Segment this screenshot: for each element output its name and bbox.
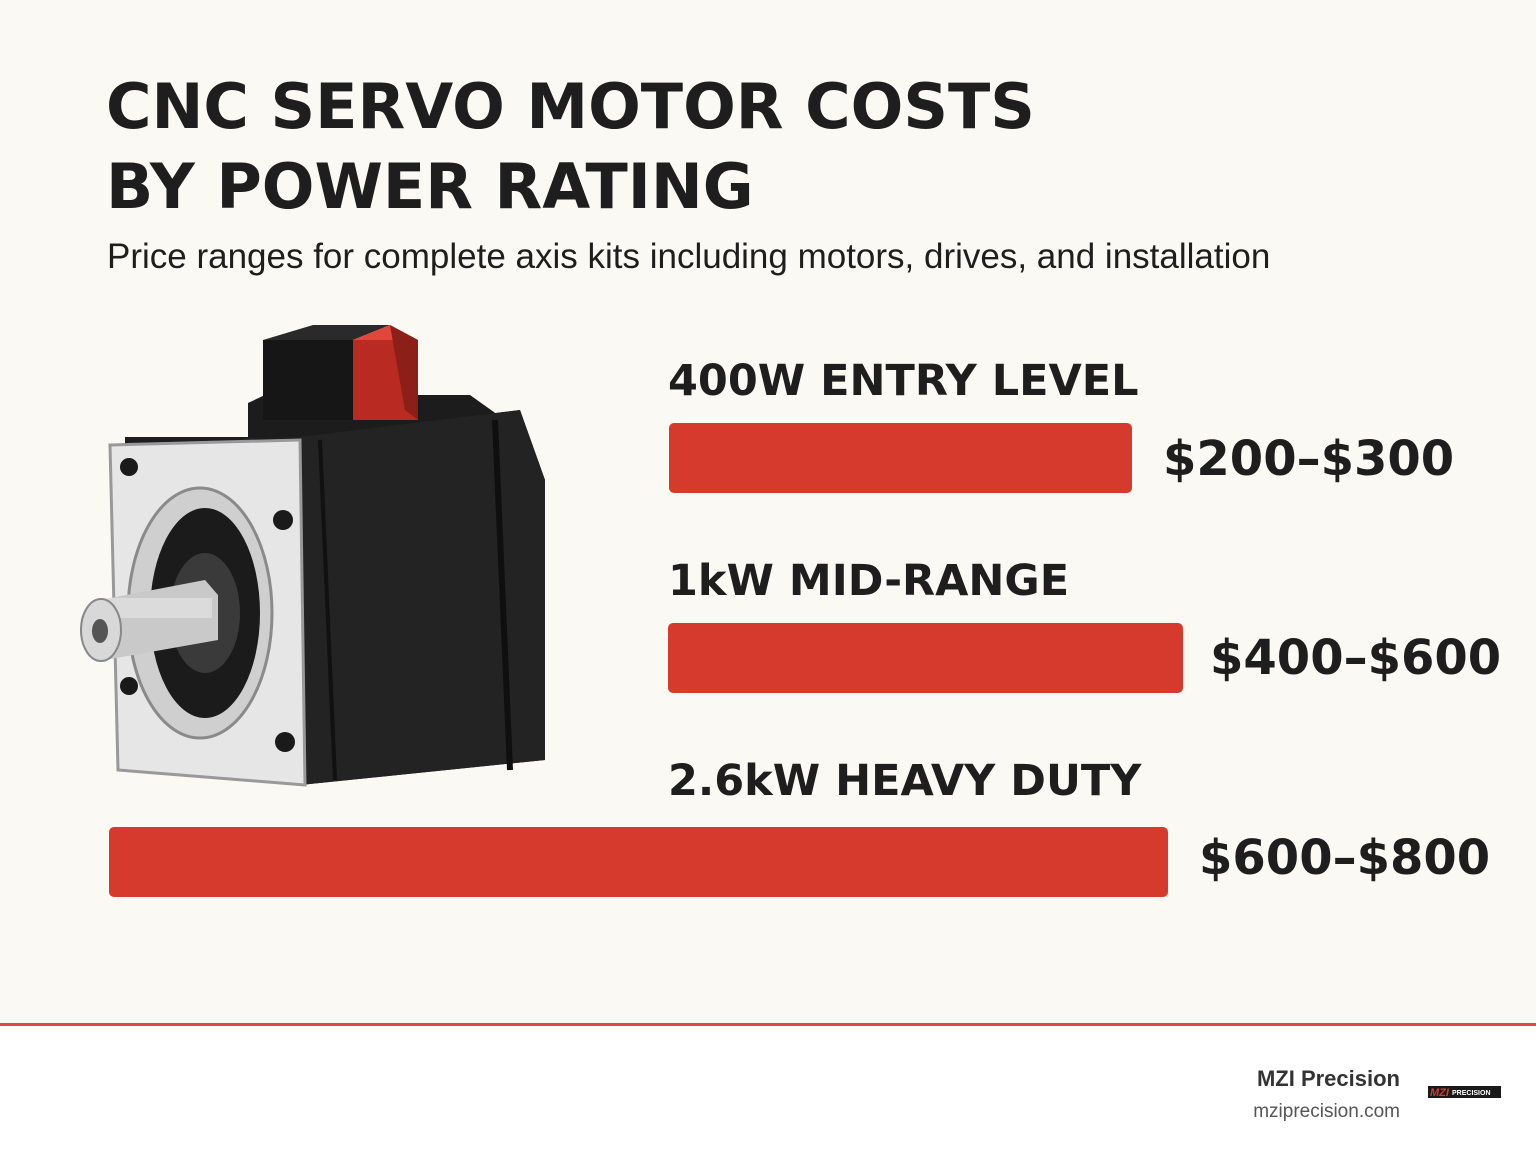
tier-label: 1kW MID-RANGE (668, 556, 1069, 606)
logo-sub: PRECISION (1452, 1090, 1491, 1097)
tier-price: $600–$800 (1199, 830, 1490, 886)
footer (0, 1025, 1536, 1154)
tier-bar (669, 423, 1132, 493)
subtitle: Price ranges for complete axis kits incl… (107, 237, 1270, 276)
footer-brand: MZI Precision (1257, 1066, 1400, 1091)
tier-price: $400–$600 (1210, 630, 1501, 686)
tier-label: 400W ENTRY LEVEL (668, 356, 1139, 406)
title-line: CNC SERVO MOTOR COSTS (106, 70, 1035, 143)
title-line: BY POWER RATING (106, 150, 754, 223)
logo: MZI PRECISION (1428, 1086, 1501, 1099)
tier-bar (109, 827, 1168, 897)
motor-illustration (80, 325, 545, 787)
tier-bar (668, 623, 1183, 693)
logo-main: MZI (1430, 1087, 1450, 1099)
logo-bg (1428, 1086, 1501, 1098)
tier-label: 2.6kW HEAVY DUTY (668, 756, 1142, 806)
tier-price: $200–$300 (1163, 431, 1454, 487)
footer-url: mziprecision.com (1253, 1101, 1400, 1122)
